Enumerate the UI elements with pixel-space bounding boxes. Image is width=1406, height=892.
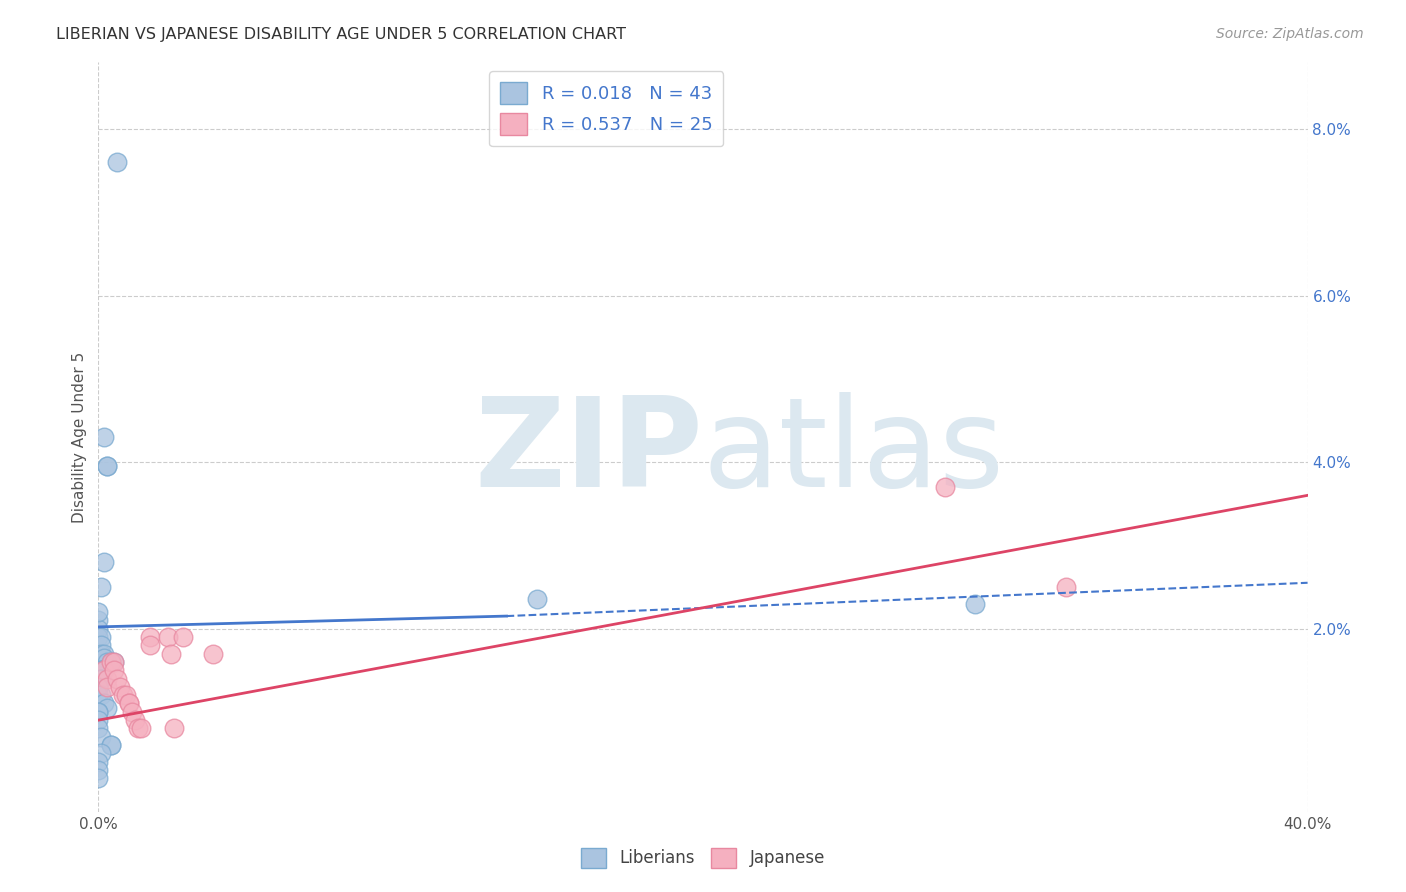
- Point: [965, 597, 987, 611]
- Point: [103, 655, 125, 669]
- Point: [90, 580, 112, 594]
- Point: [93, 650, 115, 665]
- Point: [93, 663, 115, 677]
- Point: [87, 680, 110, 694]
- Point: [100, 738, 122, 752]
- Point: [1054, 580, 1077, 594]
- Point: [90, 638, 112, 652]
- Point: [87, 613, 110, 627]
- Point: [121, 705, 143, 719]
- Point: [934, 480, 956, 494]
- Point: [163, 722, 186, 736]
- Point: [87, 722, 110, 736]
- Point: [105, 672, 128, 686]
- Point: [118, 697, 141, 711]
- Point: [87, 705, 110, 719]
- Y-axis label: Disability Age Under 5: Disability Age Under 5: [72, 351, 87, 523]
- Point: [100, 738, 122, 752]
- Point: [103, 663, 125, 677]
- Point: [87, 772, 110, 786]
- Point: [90, 688, 112, 702]
- Point: [172, 630, 194, 644]
- Point: [96, 680, 118, 694]
- Point: [87, 763, 110, 777]
- Point: [87, 680, 110, 694]
- Point: [87, 680, 110, 694]
- Point: [139, 630, 162, 644]
- Point: [90, 647, 112, 661]
- Legend: Liberians, Japanese: Liberians, Japanese: [574, 841, 832, 875]
- Point: [87, 755, 110, 769]
- Point: [90, 663, 112, 677]
- Point: [139, 638, 162, 652]
- Point: [96, 459, 118, 474]
- Point: [96, 672, 118, 686]
- Point: [105, 155, 128, 169]
- Point: [87, 622, 110, 636]
- Point: [90, 730, 112, 744]
- Point: [111, 688, 134, 702]
- Point: [156, 630, 179, 644]
- Legend: R = 0.018   N = 43, R = 0.537   N = 25: R = 0.018 N = 43, R = 0.537 N = 25: [489, 71, 723, 146]
- Point: [90, 672, 112, 686]
- Point: [87, 713, 110, 727]
- Point: [90, 747, 112, 761]
- Text: ZIP: ZIP: [474, 392, 703, 513]
- Point: [108, 680, 131, 694]
- Point: [118, 697, 141, 711]
- Point: [114, 688, 136, 702]
- Point: [129, 722, 152, 736]
- Point: [93, 430, 115, 444]
- Text: Source: ZipAtlas.com: Source: ZipAtlas.com: [1216, 27, 1364, 41]
- Point: [124, 713, 146, 727]
- Point: [93, 555, 115, 569]
- Point: [100, 655, 122, 669]
- Text: LIBERIAN VS JAPANESE DISABILITY AGE UNDER 5 CORRELATION CHART: LIBERIAN VS JAPANESE DISABILITY AGE UNDE…: [56, 27, 626, 42]
- Point: [202, 647, 225, 661]
- Point: [90, 672, 112, 686]
- Point: [87, 630, 110, 644]
- Point: [87, 605, 110, 619]
- Point: [160, 647, 183, 661]
- Point: [93, 697, 115, 711]
- Point: [87, 688, 110, 702]
- Point: [96, 655, 118, 669]
- Point: [127, 722, 149, 736]
- Point: [96, 700, 118, 714]
- Point: [90, 663, 112, 677]
- Point: [87, 705, 110, 719]
- Text: atlas: atlas: [703, 392, 1005, 513]
- Point: [90, 630, 112, 644]
- Point: [93, 647, 115, 661]
- Point: [96, 459, 118, 474]
- Point: [100, 655, 122, 669]
- Point: [526, 592, 548, 607]
- Point: [103, 655, 125, 669]
- Point: [93, 663, 115, 677]
